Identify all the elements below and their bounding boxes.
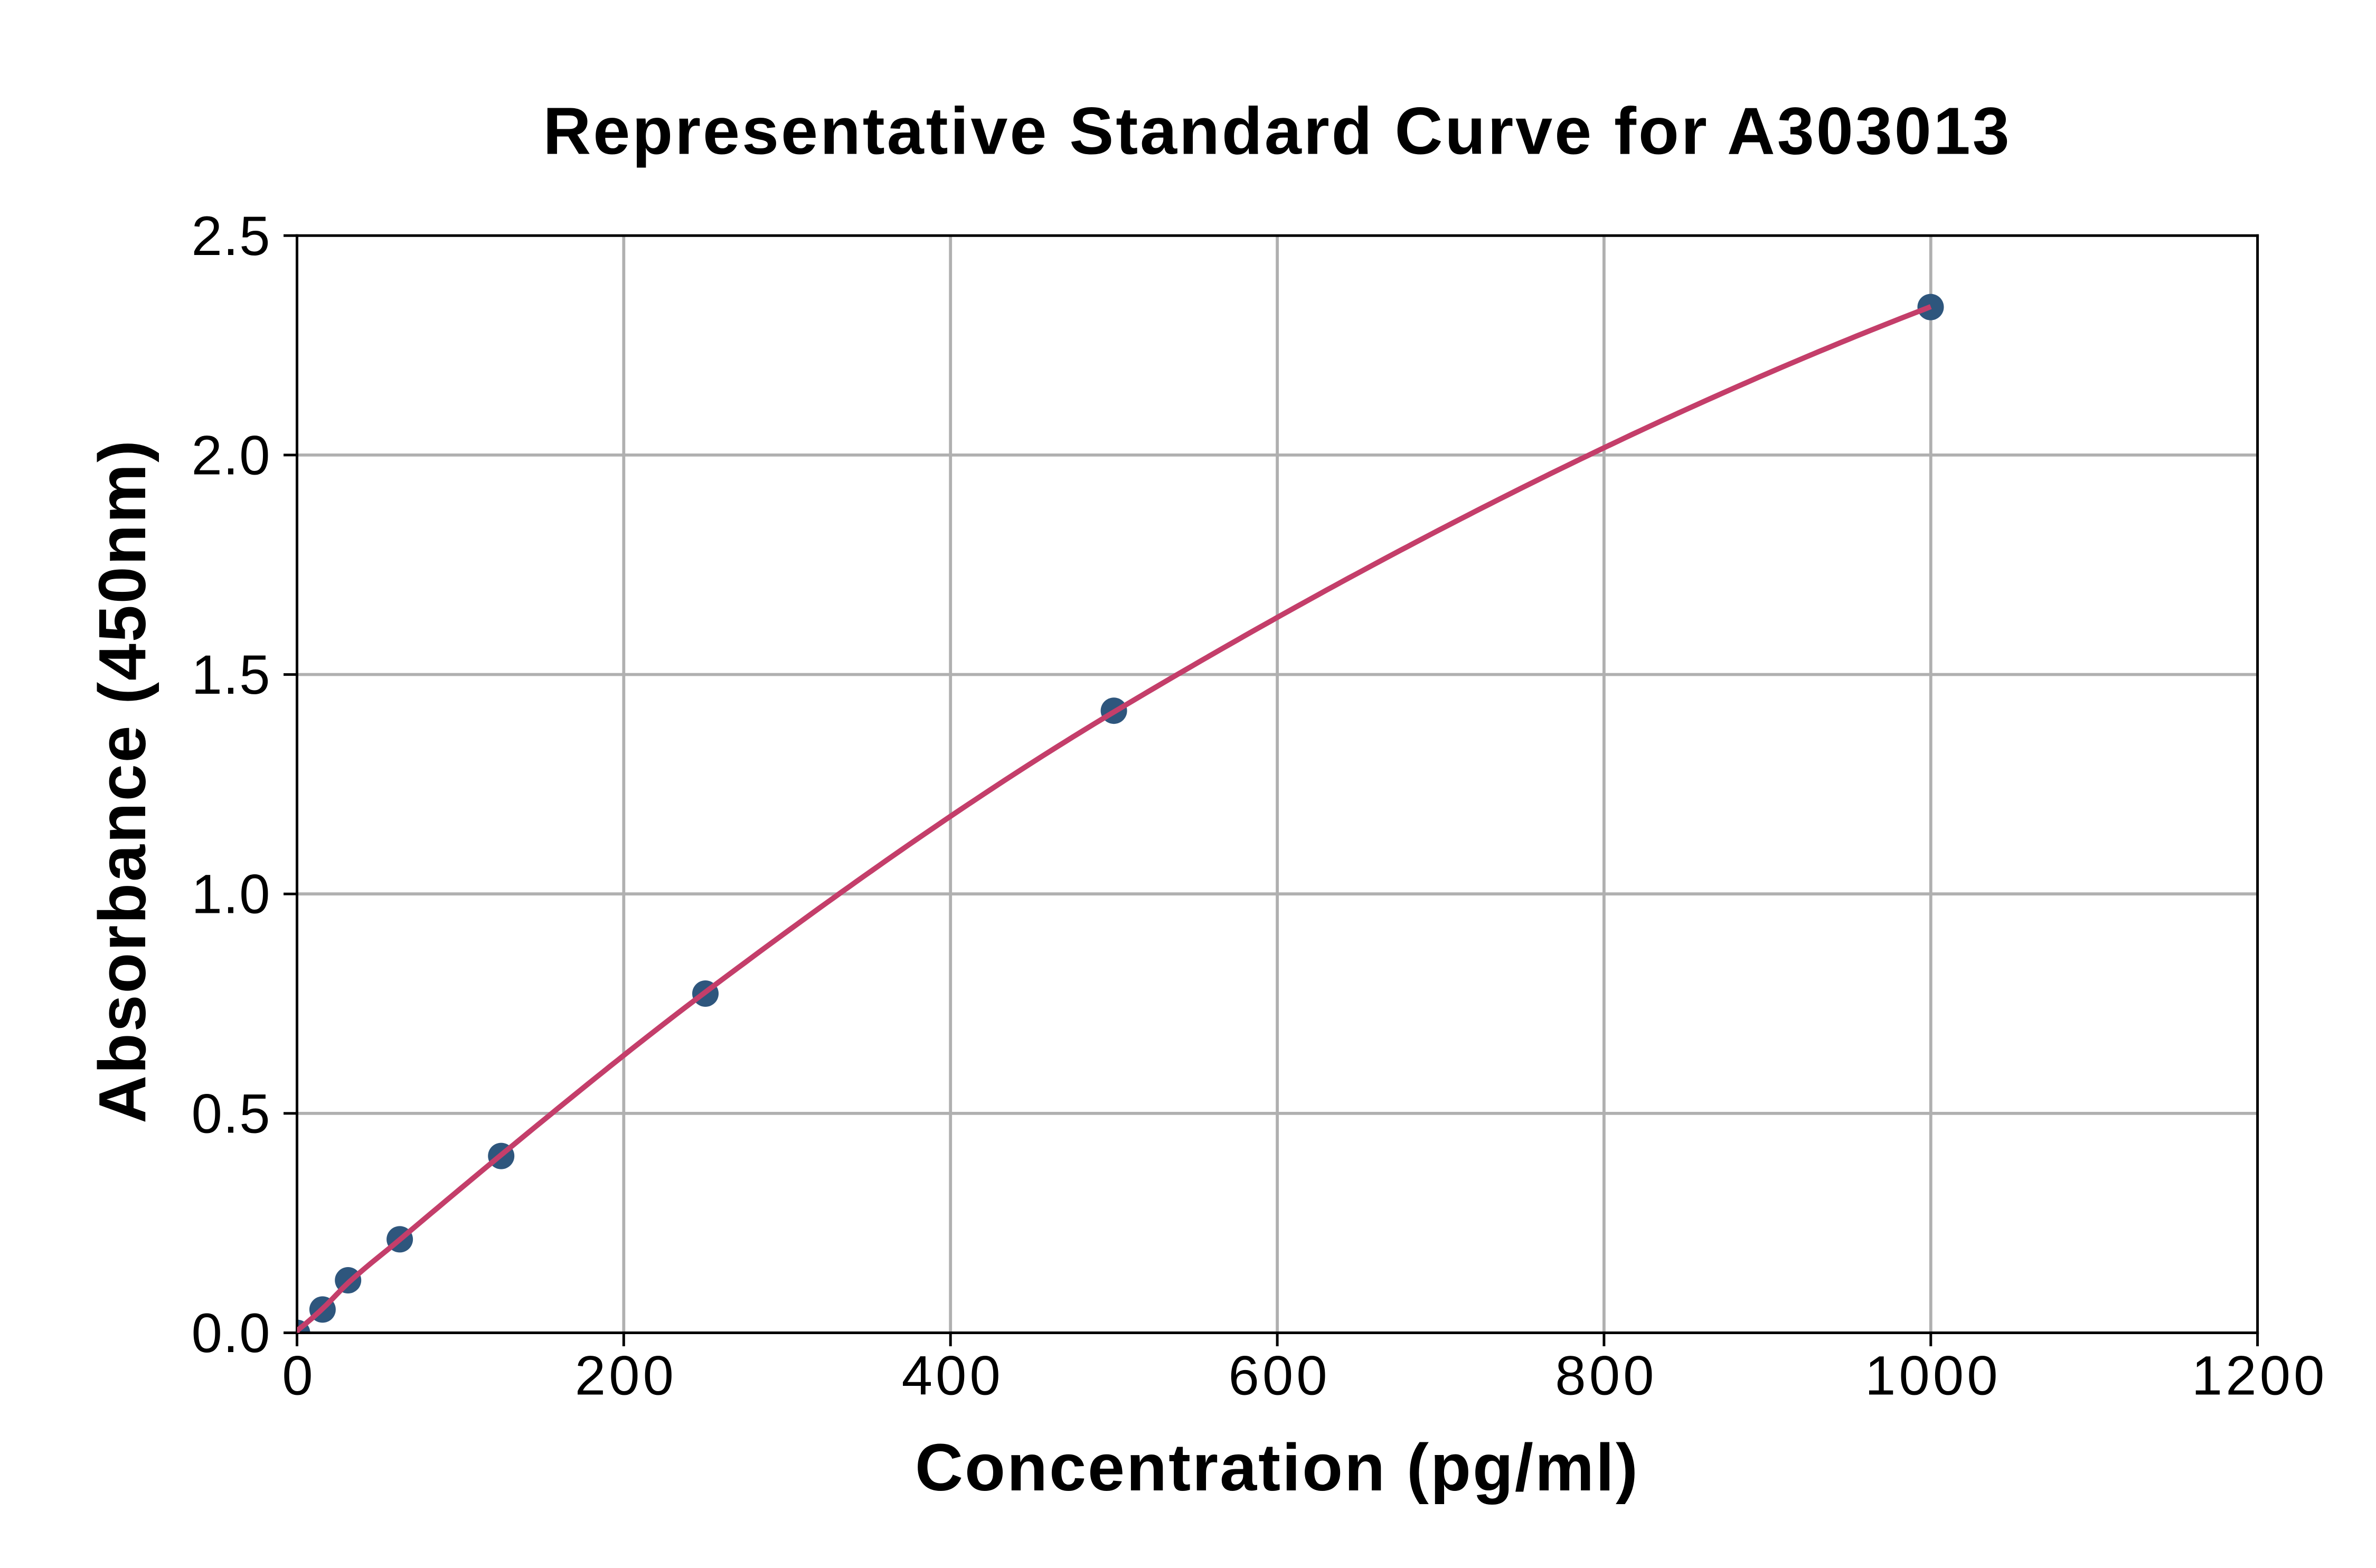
svg-text:0.0: 0.0	[192, 1302, 271, 1364]
svg-text:1.0: 1.0	[192, 864, 271, 925]
svg-text:Absorbance (450nm): Absorbance (450nm)	[85, 439, 159, 1123]
svg-text:2.0: 2.0	[192, 424, 271, 486]
svg-text:Concentration (pg/ml): Concentration (pg/ml)	[915, 1430, 1639, 1505]
svg-text:1200: 1200	[2192, 1345, 2328, 1407]
svg-text:800: 800	[1555, 1345, 1657, 1407]
svg-text:2.5: 2.5	[192, 205, 271, 267]
svg-text:0.5: 0.5	[192, 1083, 271, 1145]
svg-text:1000: 1000	[1865, 1345, 2001, 1407]
svg-text:1.5: 1.5	[192, 644, 271, 706]
svg-text:600: 600	[1228, 1345, 1330, 1407]
svg-text:400: 400	[902, 1345, 1004, 1407]
svg-text:0: 0	[282, 1345, 316, 1407]
svg-text:200: 200	[575, 1345, 677, 1407]
svg-text:Representative Standard Curve: Representative Standard Curve for A30301…	[543, 94, 2011, 168]
